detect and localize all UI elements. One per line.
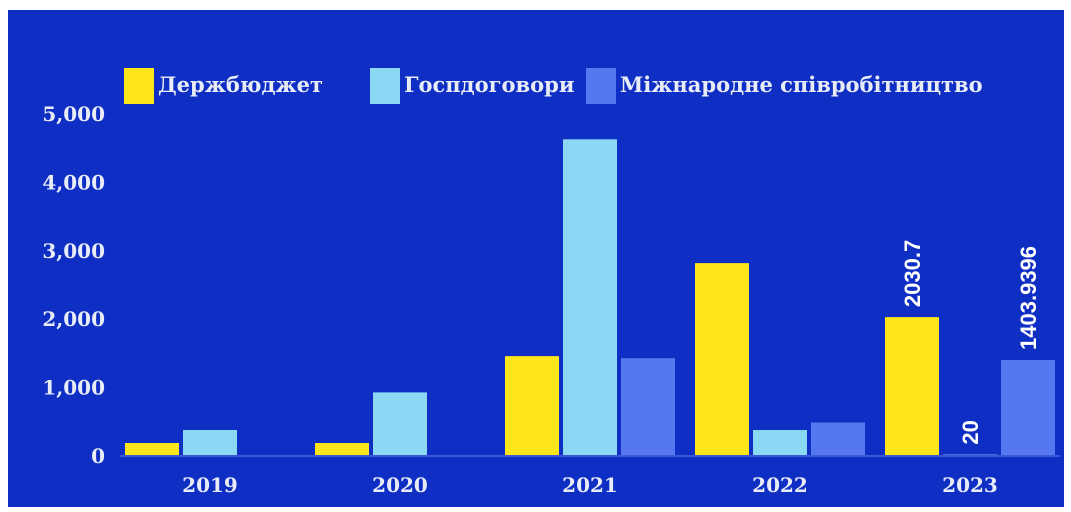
- y-tick-label: 4,000: [42, 170, 105, 194]
- data-labels: 2030.7 20 1403.9396: [900, 240, 1041, 445]
- bars: [125, 139, 1055, 457]
- y-axis: 0 1,000 2,000 3,000 4,000 5,000: [42, 102, 105, 468]
- y-tick-label: 1,000: [42, 376, 105, 400]
- data-label: 1403.9396: [1016, 246, 1041, 350]
- bar-2022-series-0: [695, 263, 749, 456]
- x-tick-label: 2022: [752, 473, 808, 497]
- bar-2022-series-1: [753, 430, 807, 456]
- y-tick-label: 2,000: [42, 307, 105, 331]
- x-tick-label: 2021: [562, 473, 618, 497]
- bar-chart: Держбюджет Госпдоговори Міжнародне співроб…: [42, 68, 1060, 497]
- bar-2023-series-2: [1001, 359, 1055, 456]
- bar-2020-series-0: [315, 443, 369, 456]
- x-tick-label: 2020: [372, 473, 428, 497]
- x-tick-label: 2023: [942, 473, 998, 497]
- legend-label: Міжнародне співробітництво: [620, 72, 983, 97]
- legend-label: Держбюджет: [158, 72, 323, 97]
- bar-2022-series-2: [811, 422, 865, 456]
- legend-label: Госпдоговори: [404, 72, 574, 97]
- legend-swatch: [586, 68, 616, 104]
- chart-panel: Держбюджет Госпдоговори Міжнародне співроб…: [8, 10, 1064, 507]
- bar-2023-series-0: [885, 317, 939, 456]
- y-tick-label: 5,000: [42, 102, 105, 126]
- bar-2020-series-1: [373, 392, 427, 456]
- bar-2021-series-1: [563, 139, 617, 457]
- legend: Держбюджет Госпдоговори Міжнародне співроб…: [124, 68, 983, 104]
- y-tick-label: 0: [91, 444, 105, 468]
- bar-2019-series-1: [183, 430, 237, 456]
- x-tick-label: 2019: [182, 473, 238, 497]
- y-tick-label: 3,000: [42, 239, 105, 263]
- bar-2021-series-2: [621, 358, 675, 456]
- legend-swatch: [124, 68, 154, 104]
- data-label: 2030.7: [900, 240, 925, 307]
- bar-2021-series-0: [505, 356, 559, 456]
- bar-2019-series-0: [125, 443, 179, 456]
- legend-swatch: [370, 68, 400, 104]
- data-label: 20: [958, 420, 983, 444]
- x-axis: 2019 2020 2021 2022 2023: [182, 473, 998, 497]
